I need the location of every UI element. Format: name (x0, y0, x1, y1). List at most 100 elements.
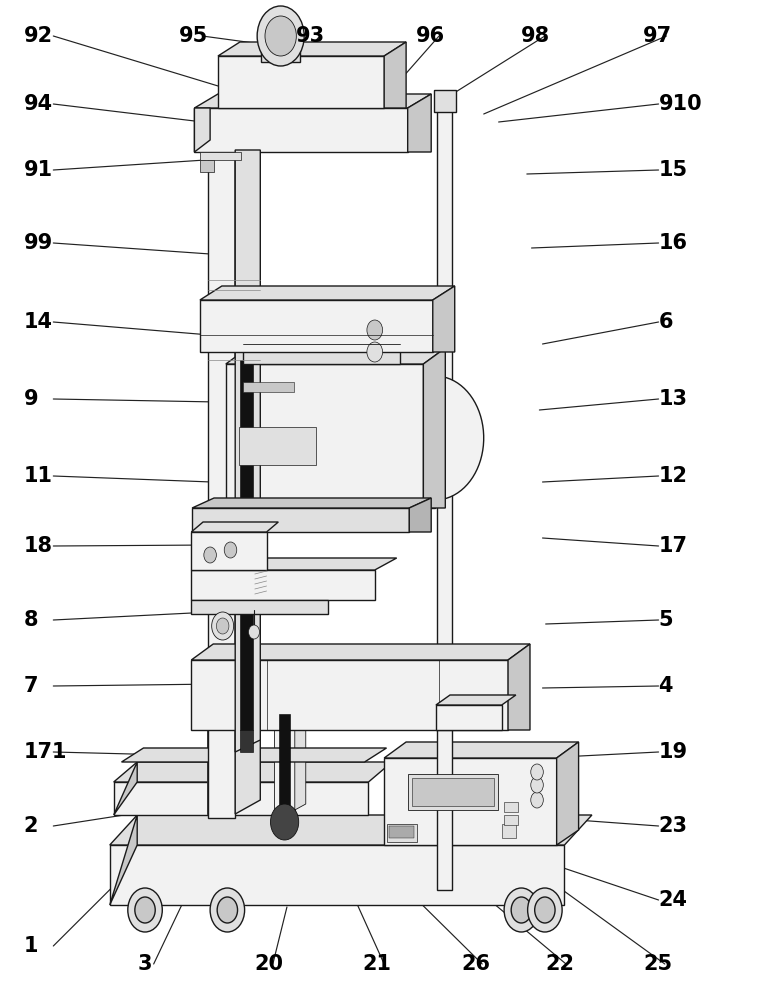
Polygon shape (191, 600, 328, 614)
Polygon shape (200, 300, 433, 352)
Polygon shape (191, 570, 375, 600)
Text: 11: 11 (24, 466, 53, 486)
Text: 910: 910 (659, 94, 702, 114)
Bar (502, 824, 516, 838)
Polygon shape (110, 815, 137, 905)
Bar (200, 160, 214, 172)
Polygon shape (194, 108, 408, 152)
Bar (243, 382, 294, 392)
Polygon shape (436, 695, 516, 705)
Polygon shape (227, 728, 238, 810)
Polygon shape (226, 348, 445, 364)
Text: 4: 4 (659, 676, 673, 696)
Text: 21: 21 (362, 954, 391, 974)
Polygon shape (433, 286, 455, 352)
Polygon shape (434, 90, 456, 112)
Polygon shape (240, 360, 253, 730)
Text: 96: 96 (416, 26, 445, 46)
Polygon shape (508, 644, 530, 730)
Bar (387, 824, 417, 842)
Text: 1: 1 (24, 936, 38, 956)
Text: 95: 95 (179, 26, 208, 46)
Text: 99: 99 (24, 233, 53, 253)
Circle shape (531, 792, 543, 808)
Polygon shape (235, 150, 260, 752)
Polygon shape (435, 376, 484, 508)
Text: 13: 13 (659, 389, 688, 409)
Bar (200, 152, 241, 160)
Text: 8: 8 (24, 610, 38, 630)
Text: 22: 22 (545, 954, 574, 974)
Text: 171: 171 (24, 742, 67, 762)
Circle shape (249, 625, 260, 639)
Circle shape (265, 16, 296, 56)
Polygon shape (274, 730, 295, 814)
Bar (504, 802, 518, 812)
Polygon shape (218, 42, 406, 56)
Polygon shape (243, 344, 400, 364)
Bar (408, 774, 498, 810)
Polygon shape (192, 508, 409, 532)
Polygon shape (110, 815, 592, 845)
Polygon shape (279, 714, 290, 815)
Circle shape (128, 888, 162, 932)
Polygon shape (114, 762, 137, 815)
Text: 26: 26 (461, 954, 490, 974)
Polygon shape (192, 498, 431, 508)
Circle shape (367, 342, 383, 362)
Polygon shape (194, 108, 210, 152)
Polygon shape (384, 42, 406, 108)
Bar (389, 826, 414, 838)
Polygon shape (408, 94, 431, 152)
Circle shape (367, 320, 383, 340)
Bar (504, 815, 518, 825)
Circle shape (511, 897, 532, 923)
Polygon shape (191, 558, 397, 570)
Text: 92: 92 (24, 26, 53, 46)
Text: 15: 15 (659, 160, 688, 180)
Text: 7: 7 (24, 676, 38, 696)
Polygon shape (218, 56, 384, 108)
Circle shape (204, 547, 216, 563)
Polygon shape (191, 644, 530, 660)
Polygon shape (437, 105, 452, 890)
Text: 14: 14 (24, 312, 53, 332)
Polygon shape (240, 730, 253, 752)
Polygon shape (114, 762, 392, 782)
Polygon shape (114, 782, 368, 815)
Polygon shape (557, 742, 579, 845)
Text: 5: 5 (659, 610, 673, 630)
Polygon shape (194, 94, 431, 108)
Circle shape (535, 897, 555, 923)
Bar (412, 778, 494, 806)
Text: 23: 23 (659, 816, 688, 836)
Text: 24: 24 (659, 890, 688, 910)
Circle shape (216, 618, 229, 634)
Text: 9: 9 (24, 389, 38, 409)
Polygon shape (191, 660, 508, 730)
Polygon shape (122, 748, 387, 762)
Text: 98: 98 (521, 26, 550, 46)
Circle shape (257, 6, 304, 66)
Circle shape (210, 888, 245, 932)
Circle shape (528, 888, 562, 932)
Text: 12: 12 (659, 466, 688, 486)
Polygon shape (226, 364, 423, 508)
Polygon shape (423, 376, 435, 508)
Text: 20: 20 (255, 954, 284, 974)
Text: 91: 91 (24, 160, 53, 180)
Text: 2: 2 (24, 816, 38, 836)
Polygon shape (110, 845, 564, 905)
Text: 97: 97 (643, 26, 672, 46)
Text: 25: 25 (643, 954, 672, 974)
Text: 6: 6 (659, 312, 673, 332)
Polygon shape (261, 36, 300, 62)
Circle shape (224, 542, 237, 558)
Polygon shape (423, 348, 445, 508)
Polygon shape (200, 286, 455, 300)
Polygon shape (235, 107, 260, 814)
Text: 16: 16 (659, 233, 688, 253)
Circle shape (217, 897, 238, 923)
Text: 3: 3 (137, 954, 151, 974)
Text: 94: 94 (24, 94, 53, 114)
